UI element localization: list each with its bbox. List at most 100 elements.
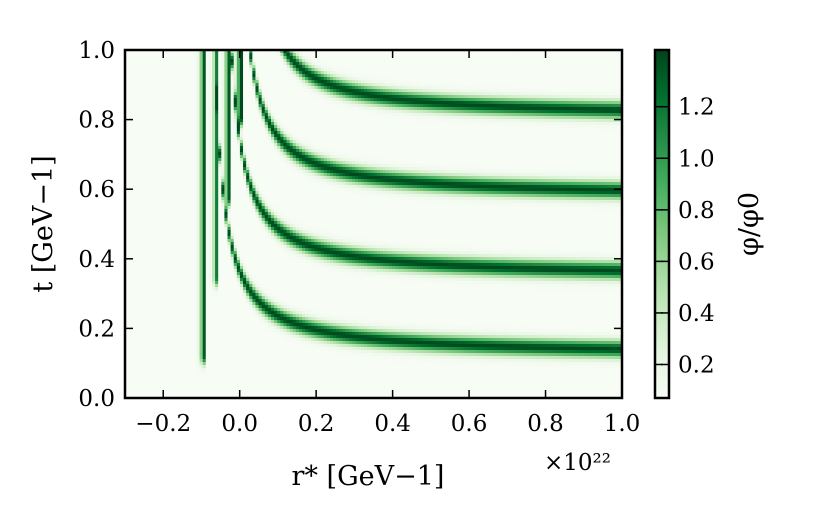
heatmap-cell <box>395 56 399 60</box>
heatmap-cell <box>538 53 542 57</box>
heatmap-cell <box>494 50 499 54</box>
heatmap-cell <box>193 89 198 93</box>
heatmap-cell <box>308 83 312 87</box>
heatmap-cell <box>472 92 477 96</box>
heatmap-cell <box>500 74 505 78</box>
heatmap-cell <box>165 65 170 69</box>
heatmap-cell <box>311 80 316 84</box>
heatmap-cell <box>457 59 462 63</box>
heatmap-cell <box>143 62 148 66</box>
heatmap-cell <box>541 65 545 69</box>
heatmap-cell <box>342 83 347 87</box>
heatmap-cell <box>541 62 545 66</box>
heatmap-cell <box>323 80 328 84</box>
heatmap-cell <box>426 59 431 63</box>
heatmap-cell <box>246 68 250 72</box>
heatmap-cell <box>482 53 486 57</box>
heatmap-cell <box>221 68 225 72</box>
heatmap-cell <box>491 89 496 93</box>
heatmap-cell <box>202 98 207 102</box>
heatmap-cell <box>550 95 555 99</box>
heatmap-cell <box>535 71 539 75</box>
heatmap-cell <box>345 56 350 60</box>
heatmap-cell <box>274 68 278 72</box>
heatmap-cell <box>333 56 337 60</box>
heatmap-cell <box>354 71 359 75</box>
heatmap-cell <box>556 92 561 96</box>
heatmap-cell <box>454 74 458 78</box>
heatmap-cell <box>283 80 288 84</box>
heatmap-cell <box>261 53 266 57</box>
heatmap-cell <box>507 95 511 99</box>
heatmap-cell <box>236 71 241 75</box>
heatmap-cell <box>441 86 446 90</box>
heatmap-cell <box>174 53 179 57</box>
heatmap-cell <box>528 50 533 54</box>
heatmap-cell <box>249 86 253 90</box>
heatmap-cell <box>612 56 617 60</box>
heatmap-cell <box>239 56 244 60</box>
heatmap-cell <box>420 56 424 60</box>
heatmap-cell <box>615 92 620 96</box>
heatmap-cell <box>416 71 421 75</box>
heatmap-cell <box>140 62 145 66</box>
heatmap-cell <box>270 89 275 93</box>
heatmap-cell <box>448 80 452 84</box>
heatmap-cell <box>211 86 216 90</box>
heatmap-cell <box>528 92 533 96</box>
heatmap-cell <box>435 95 440 99</box>
heatmap-cell <box>320 95 325 99</box>
heatmap-cell <box>286 95 291 99</box>
heatmap-cell <box>267 53 272 57</box>
heatmap-cell <box>531 95 536 99</box>
heatmap-cell <box>305 80 309 84</box>
heatmap-cell <box>432 50 437 54</box>
heatmap-cell <box>218 65 222 69</box>
heatmap-cell <box>615 86 620 90</box>
heatmap-cell <box>535 53 539 57</box>
heatmap-cell <box>448 74 452 78</box>
heatmap-cell <box>184 74 188 78</box>
heatmap-cell <box>252 59 257 63</box>
heatmap-cell <box>199 50 204 54</box>
heatmap-cell <box>497 62 502 66</box>
heatmap-cell <box>202 80 207 84</box>
heatmap-cell <box>233 56 238 60</box>
heatmap-cell <box>494 56 499 60</box>
heatmap-cell <box>516 56 521 60</box>
heatmap-cell <box>516 74 521 78</box>
heatmap-cell <box>603 53 608 57</box>
heatmap-cell <box>435 68 440 72</box>
heatmap-cell <box>594 80 598 84</box>
heatmap-cell <box>314 59 319 63</box>
heatmap-cell <box>479 74 483 78</box>
heatmap-cell <box>556 50 561 54</box>
heatmap-cell <box>193 62 198 66</box>
heatmap-cell <box>196 92 201 96</box>
heatmap-cell <box>426 71 431 75</box>
heatmap-cell <box>230 83 235 87</box>
heatmap-cell <box>463 86 468 90</box>
heatmap-cell <box>404 98 409 102</box>
heatmap-cell <box>531 89 536 93</box>
heatmap-cell <box>295 50 300 54</box>
heatmap-cell <box>451 71 455 75</box>
heatmap-cell <box>426 80 431 84</box>
heatmap-cell <box>236 68 241 72</box>
heatmap-cell <box>227 65 232 69</box>
heatmap-cell <box>345 83 350 87</box>
heatmap-cell <box>395 71 399 75</box>
heatmap-cell <box>162 74 166 78</box>
heatmap-cell <box>261 68 266 72</box>
heatmap-cell <box>326 65 331 69</box>
heatmap-cell <box>479 89 483 93</box>
heatmap-cell <box>326 59 331 63</box>
heatmap-cell <box>578 89 583 93</box>
heatmap-cell <box>603 86 608 90</box>
heatmap-cell <box>286 80 291 84</box>
heatmap-cell <box>317 68 322 72</box>
heatmap-cell <box>597 62 601 66</box>
heatmap-cell <box>535 65 539 69</box>
heatmap-cell <box>215 80 219 84</box>
heatmap-cell <box>218 74 222 78</box>
